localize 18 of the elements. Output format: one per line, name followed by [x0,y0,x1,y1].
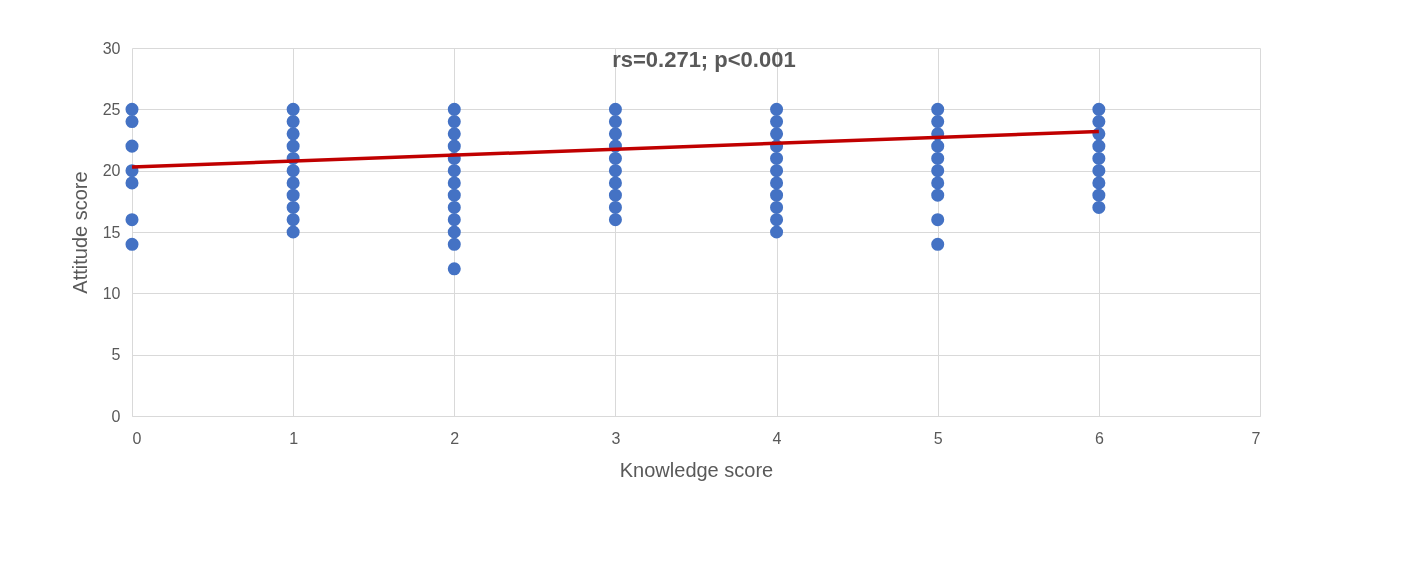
x-tick-label: 1 [289,429,299,447]
y-tick-label: 0 [111,407,121,425]
x-tick-label: 3 [611,429,621,447]
y-tick-label: 15 [102,223,121,241]
x-tick-label: 5 [933,429,943,447]
x-tick-label: 2 [450,429,460,447]
x-axis-title: Knowledge score [619,458,774,481]
y-tick-label: 5 [111,346,121,364]
y-tick-label: 20 [102,162,121,180]
y-tick-label: 25 [102,100,121,118]
x-tick-label: 4 [772,429,782,447]
y-axis-title: Attitude score [68,171,91,294]
y-tick-label: 10 [102,284,121,302]
x-tick-label: 7 [1251,429,1261,447]
y-tick-label: 30 [102,39,121,57]
x-tick-label: 0 [132,429,142,447]
x-tick-label: 6 [1094,429,1104,447]
annotation: rs=0.271; p<0.001 [612,47,796,72]
